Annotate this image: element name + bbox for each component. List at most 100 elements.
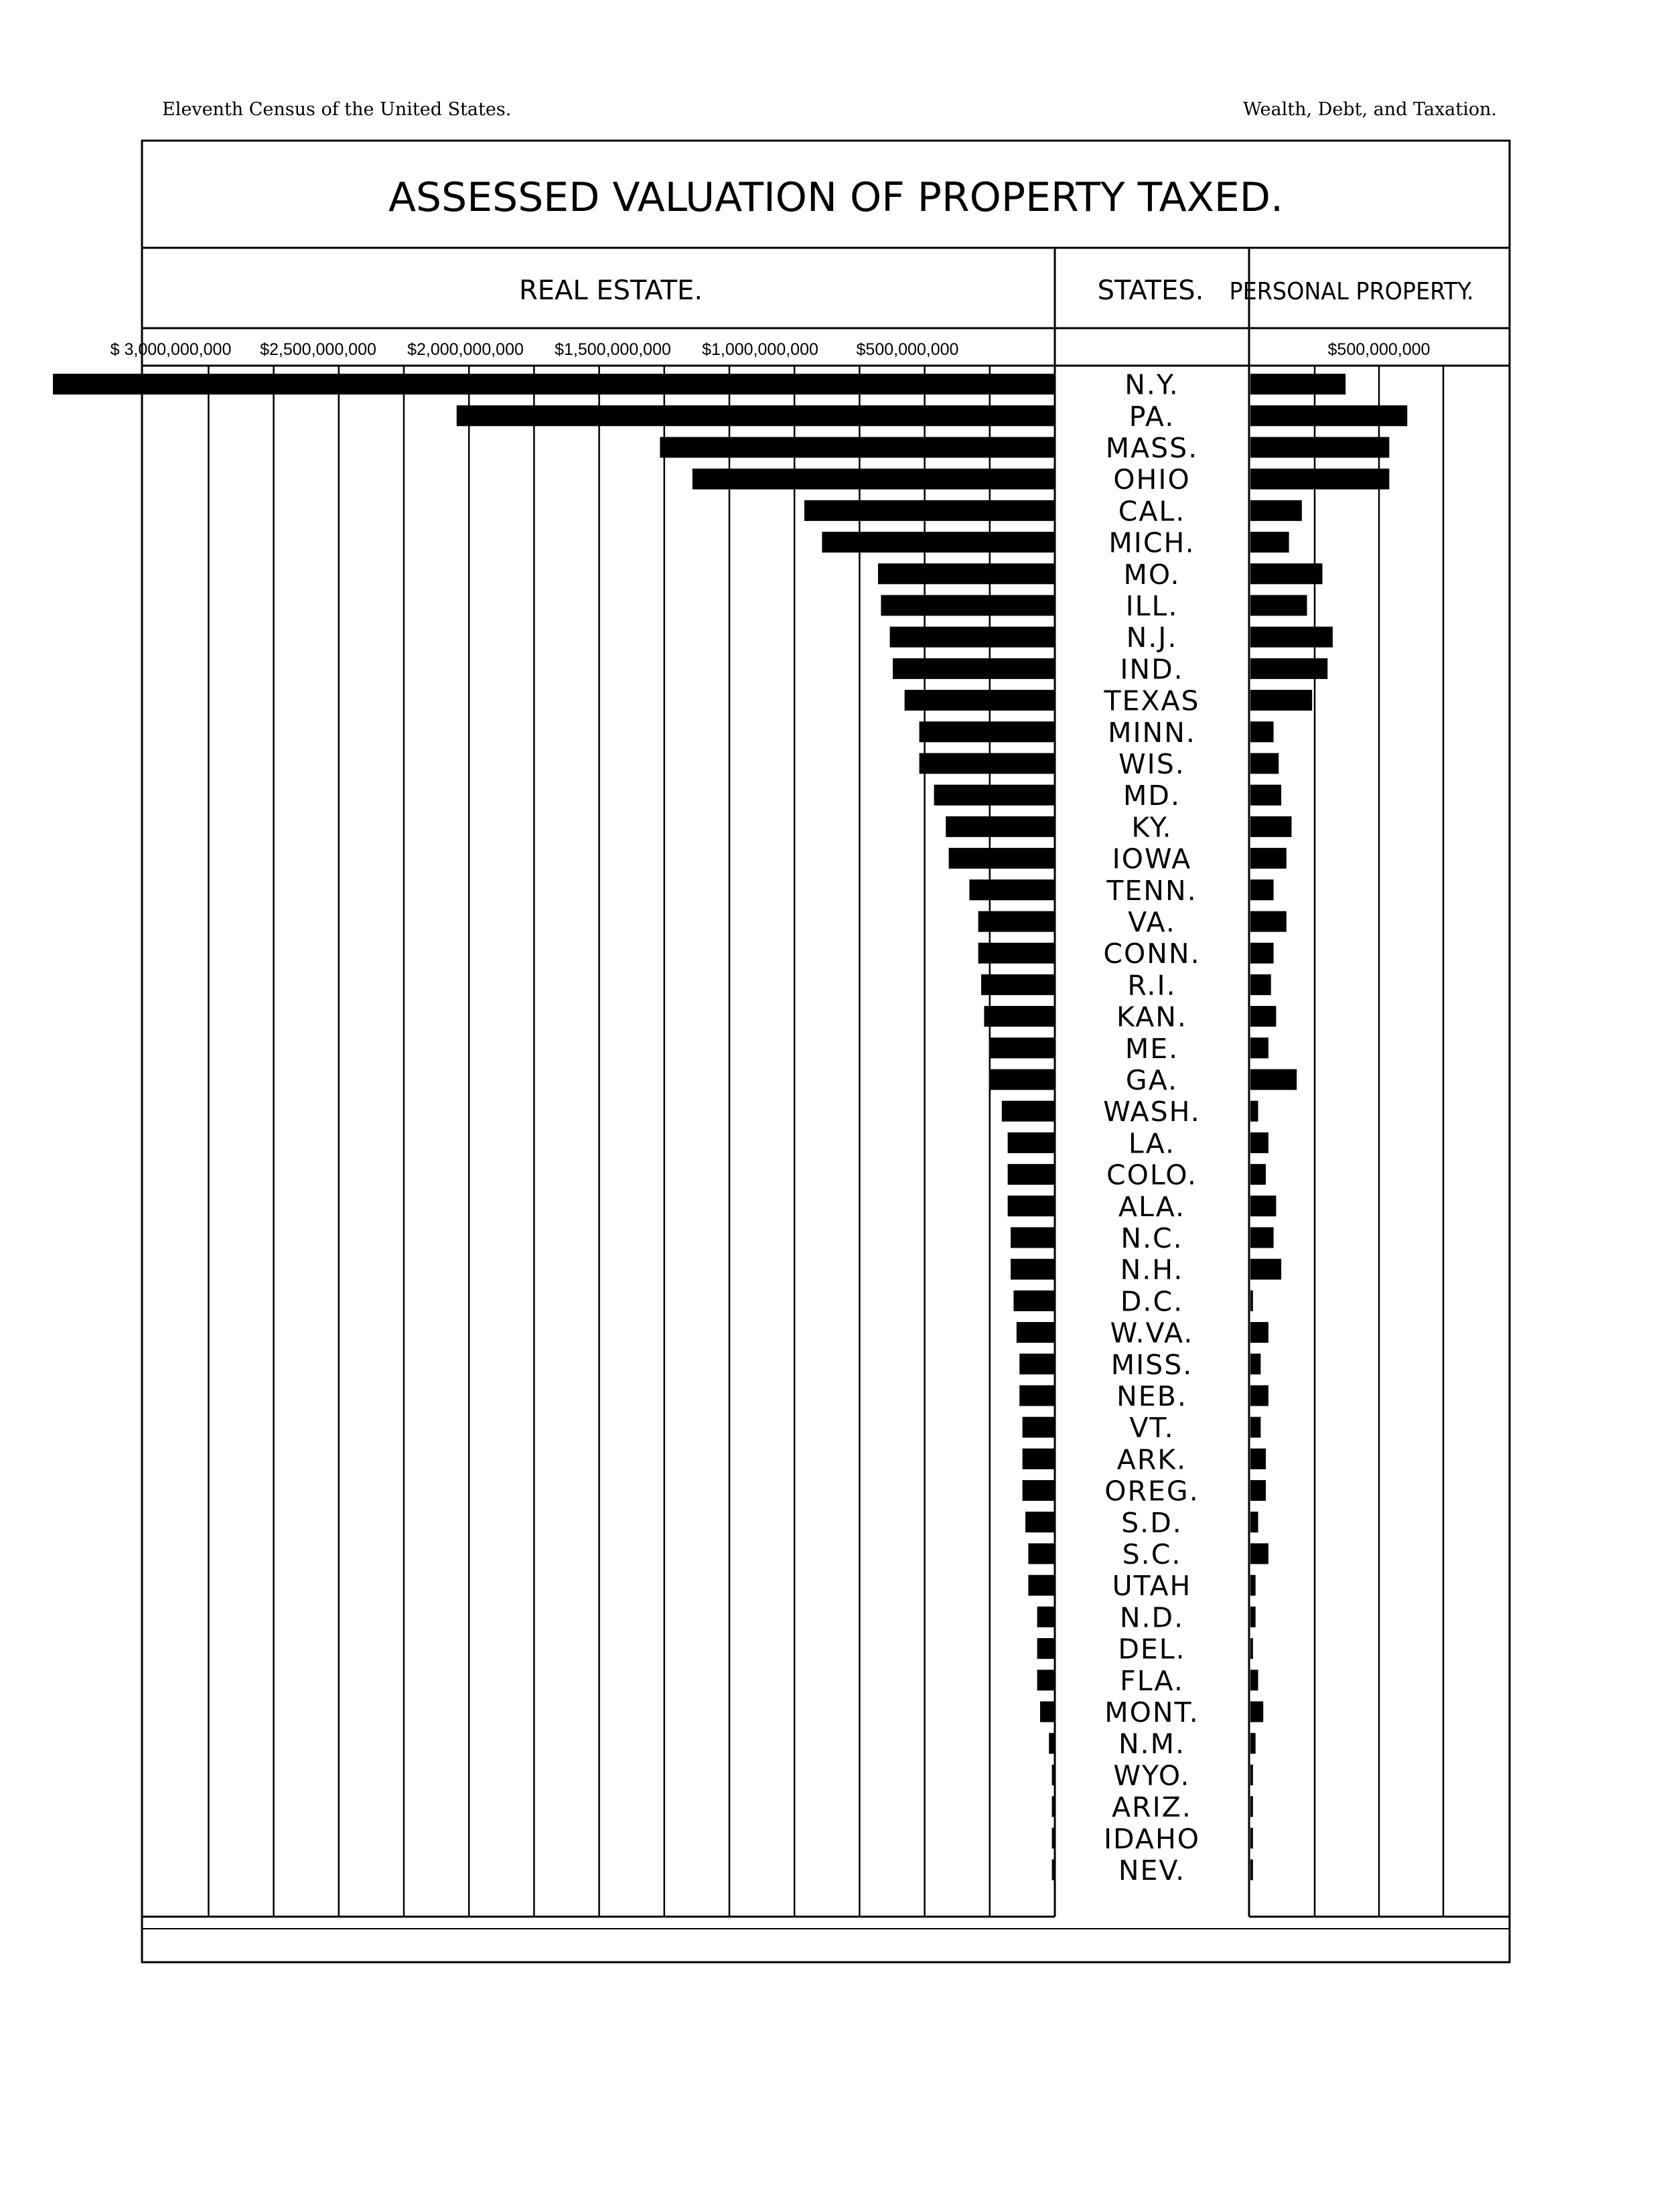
personal-property-bar [1250, 626, 1333, 648]
personal-property-bar [1250, 1290, 1253, 1311]
real-estate-bar [1028, 1574, 1055, 1596]
real-estate-bar [1022, 1416, 1055, 1438]
state-label: N.C. [1120, 1222, 1183, 1254]
real-estate-bar [946, 816, 1055, 837]
personal-property-bar [1250, 1416, 1261, 1438]
personal-property-bar [1250, 374, 1346, 395]
state-label: N.H. [1120, 1254, 1184, 1286]
real-estate-bar [692, 468, 1055, 490]
state-label: ILL. [1126, 590, 1179, 622]
real-estate-bar [990, 1037, 1055, 1059]
state-label: UTAH [1112, 1570, 1192, 1602]
personal-property-bar [1250, 563, 1323, 585]
personal-property-bar [1250, 595, 1307, 616]
personal-property-bar [1250, 721, 1274, 743]
personal-property-bar [1250, 1227, 1274, 1248]
personal-property-bar [1250, 1543, 1268, 1564]
state-label: MONT. [1104, 1696, 1200, 1728]
state-label: VA. [1128, 906, 1176, 938]
personal-property-bar [1250, 753, 1279, 774]
personal-property-bar [1250, 1732, 1256, 1754]
personal-property-bar [1250, 532, 1289, 553]
real-estate-bar [1019, 1385, 1055, 1406]
personal-property-bar [1250, 437, 1390, 458]
real-estate-bar [1007, 1132, 1055, 1153]
state-label: N.J. [1127, 621, 1178, 654]
real-estate-bar [934, 784, 1055, 806]
real-estate-tick-label: $1,000,000,000 [702, 340, 818, 359]
personal-property-bar [1250, 816, 1292, 837]
personal-property-bar [1250, 1195, 1277, 1217]
state-label: TENN. [1106, 875, 1197, 907]
real-estate-bar [1011, 1227, 1055, 1248]
personal-property-header: PERSONAL PROPERTY. [1230, 278, 1474, 305]
real-estate-bar [822, 532, 1055, 553]
real-estate-tick-label: $500,000,000 [857, 340, 959, 359]
state-label: S.C. [1122, 1538, 1182, 1570]
state-label: N.Y. [1124, 369, 1179, 401]
real-estate-bar [1007, 1195, 1055, 1217]
state-label: R.I. [1127, 969, 1176, 1001]
real-estate-bar [1022, 1448, 1055, 1469]
state-label: CONN. [1103, 938, 1200, 970]
real-estate-tick-label: $ 3,000,000,000 [111, 340, 232, 359]
real-estate-bar [1001, 1100, 1055, 1122]
real-estate-bar [969, 879, 1055, 901]
state-label: S.D. [1121, 1507, 1183, 1539]
personal-property-bars [1250, 374, 1408, 1881]
real-estate-bar [990, 1069, 1055, 1090]
state-label: N.D. [1120, 1601, 1184, 1633]
real-estate-bar [981, 974, 1055, 995]
real-estate-bar [948, 848, 1055, 869]
state-label: COLO. [1106, 1159, 1197, 1191]
state-label: CAL. [1118, 495, 1186, 527]
state-label: KAN. [1116, 1001, 1187, 1033]
personal-property-bar [1250, 1132, 1268, 1153]
state-label: ARK. [1117, 1443, 1187, 1475]
state-label: TEXAS [1103, 685, 1200, 717]
personal-property-bar [1250, 1006, 1277, 1027]
personal-property-bar [1250, 1606, 1256, 1627]
personal-property-bar [1250, 1764, 1253, 1785]
state-label: MO. [1123, 559, 1180, 591]
state-label: FLA. [1120, 1665, 1184, 1697]
state-label: MASS. [1106, 432, 1199, 464]
personal-property-bar [1250, 1164, 1266, 1185]
real-estate-bar [919, 721, 1055, 743]
state-labels: N.Y.PA.MASS.OHIOCAL.MICH.MO.ILL.N.J.IND.… [1103, 369, 1200, 1887]
real-estate-bar [660, 437, 1055, 458]
state-label: MICH. [1108, 527, 1195, 559]
chart-title: ASSESSED VALUATION OF PROPERTY TAXED. [388, 174, 1283, 221]
state-label: MD. [1123, 780, 1181, 812]
personal-property-tick-labels: $500,000,000 [1328, 340, 1431, 359]
real-estate-bar [878, 563, 1055, 585]
state-label: NEB. [1116, 1380, 1187, 1412]
real-estate-bar [456, 405, 1055, 427]
real-estate-bar [978, 942, 1055, 964]
real-estate-bar [904, 690, 1055, 711]
personal-property-bar [1250, 1069, 1297, 1090]
personal-property-bar [1250, 1828, 1253, 1849]
state-label: IDAHO [1104, 1823, 1200, 1855]
state-label: KY. [1131, 811, 1172, 843]
personal-property-bar [1250, 658, 1328, 679]
running-head-right: Wealth, Debt, and Taxation. [1243, 99, 1497, 120]
state-label: D.C. [1120, 1285, 1183, 1317]
state-label: W.VA. [1110, 1317, 1194, 1349]
state-label: LA. [1129, 1127, 1175, 1159]
personal-property-bar [1250, 784, 1282, 806]
real-estate-bar [889, 626, 1055, 648]
personal-property-grid [1313, 366, 1445, 1917]
real-estate-bar [1007, 1164, 1055, 1185]
state-label: WYO. [1114, 1759, 1191, 1791]
real-estate-bar [1022, 1480, 1055, 1501]
state-label: IOWA [1112, 843, 1192, 875]
personal-property-bar [1250, 911, 1287, 932]
personal-property-bar [1250, 1670, 1258, 1691]
real-estate-bar [1051, 1796, 1055, 1818]
states-header: STATES. [1098, 275, 1204, 306]
real-estate-bar [881, 595, 1055, 616]
real-estate-bar [1019, 1353, 1055, 1375]
real-estate-bar [919, 753, 1055, 774]
real-estate-bar [1037, 1670, 1055, 1691]
